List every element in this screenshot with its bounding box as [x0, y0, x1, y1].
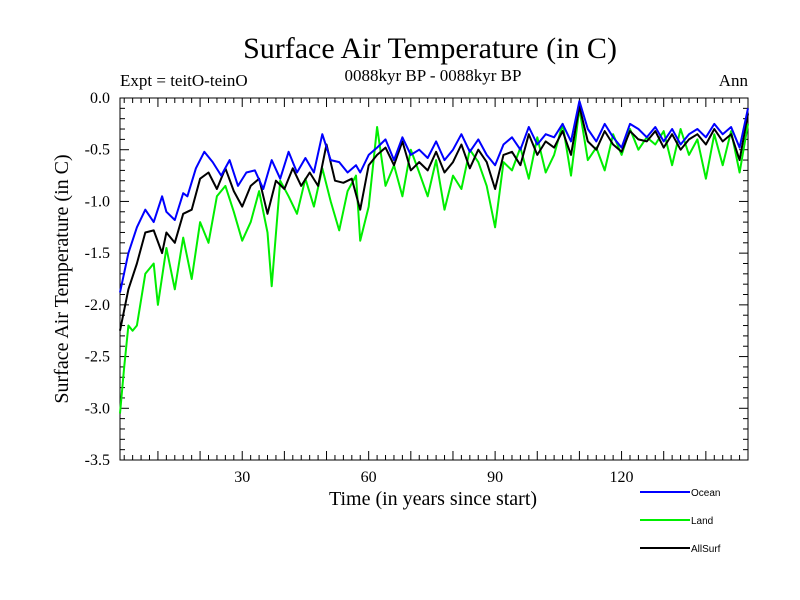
legend-label-allsurf: AllSurf [691, 544, 721, 555]
y-tick-label: -3.0 [85, 400, 110, 417]
axis-ticks [120, 97, 749, 461]
y-tick-label: -1.5 [85, 245, 110, 262]
experiment-label: Expt = teitO-teinO [120, 71, 248, 90]
series-line-allsurf [119, 105, 749, 331]
plot-frame [119, 97, 749, 461]
chart-subtitle: 0088kyr BP - 0088kyr BP [345, 66, 522, 85]
y-tick-label: 0.0 [90, 90, 110, 107]
y-tick-label: -3.5 [85, 452, 110, 469]
x-tick-label: 60 [361, 469, 377, 486]
series-line-land [119, 107, 749, 414]
y-tick-label: -1.0 [85, 193, 110, 210]
x-tick-labels: 30 60 90 120 [234, 469, 633, 486]
y-tick-labels: 0.0 -0.5 -1.0 -1.5 -2.0 -2.5 -3.0 -3.5 [85, 90, 110, 469]
x-tick-label: 120 [610, 469, 634, 486]
legend-label-ocean: Ocean [691, 488, 720, 499]
legend: Ocean Land AllSurf [640, 488, 721, 555]
x-tick-label: 90 [487, 469, 503, 486]
season-label: Ann [719, 71, 749, 90]
series-lines [119, 100, 749, 414]
legend-label-land: Land [691, 516, 713, 527]
x-axis-label: Time (in years since start) [329, 488, 537, 510]
y-tick-label: -0.5 [85, 142, 110, 159]
y-tick-label: -2.5 [85, 349, 110, 366]
y-axis-label: Surface Air Temperature (in C) [51, 154, 73, 403]
series-line-ocean [119, 100, 749, 293]
y-tick-label: -2.0 [85, 297, 110, 314]
x-tick-label: 30 [234, 469, 250, 486]
chart-title: Surface Air Temperature (in C) [243, 32, 617, 65]
